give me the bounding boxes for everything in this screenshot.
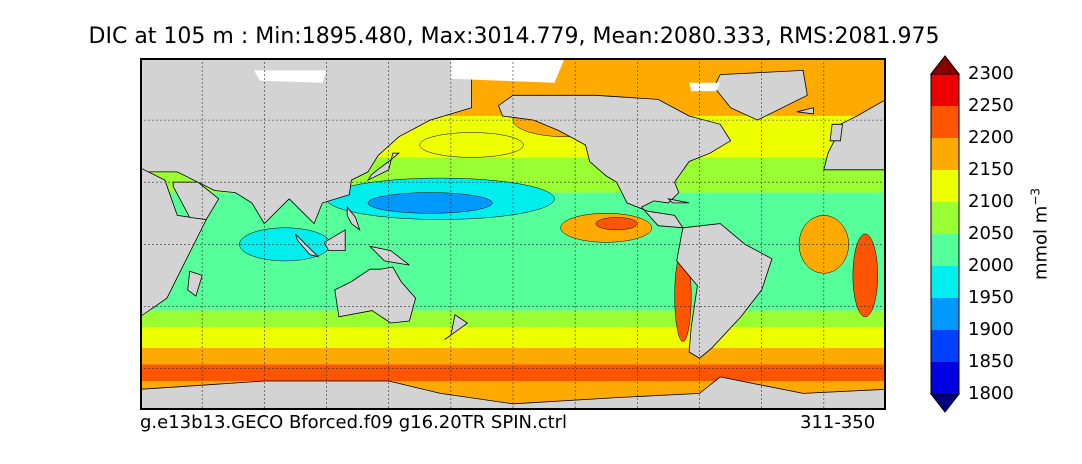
- sea-ice-canadian-archipelago: [689, 82, 721, 92]
- colorbar-bin-2150: [931, 138, 959, 170]
- land-sumatra: [295, 233, 320, 258]
- land-borneo: [323, 229, 346, 252]
- colorbar-extend-min: [929, 393, 961, 413]
- chart-title: DIC at 105 m : Min:1895.480, Max:3014.77…: [88, 24, 940, 49]
- colorbar-bin-1800: [931, 362, 959, 394]
- period-label: 311-350: [800, 412, 876, 433]
- colorbar-tick-label: 2250: [968, 95, 1014, 116]
- colorbar-label-base: mmol m: [1030, 205, 1052, 281]
- colorbar-frame: [930, 73, 960, 395]
- ocean-dic-map: [140, 58, 886, 410]
- land-cuba: [667, 198, 690, 204]
- map-panel: [140, 58, 886, 410]
- colorbar-tick-label: 1950: [968, 287, 1014, 308]
- land-iceland: [796, 107, 814, 115]
- colorbar-bin-1850: [931, 330, 959, 362]
- colorbar-tick-label: 2150: [968, 159, 1014, 180]
- colorbar-bin-2100: [931, 170, 959, 202]
- map-frame: [140, 58, 886, 410]
- pacific-lowest-dic-core: [367, 192, 493, 214]
- land-north-america: [498, 94, 732, 229]
- colorbar-label: mmol m−3: [1029, 188, 1052, 280]
- land-australia: [334, 266, 417, 324]
- colorbar-bin-2000: [931, 234, 959, 266]
- colorbar-bin-2200: [931, 106, 959, 138]
- colorbar-bin-2050: [931, 202, 959, 234]
- colorbar-tick-label: 2000: [968, 255, 1014, 276]
- dic-band-8: [140, 364, 886, 382]
- land-africa: [140, 167, 207, 318]
- colorbar-tick-label: 1800: [968, 383, 1014, 404]
- colorbar-bin-2250: [931, 74, 959, 106]
- land-japan: [366, 152, 401, 182]
- land-new-zealand: [444, 314, 469, 340]
- land-antarctica: [140, 376, 886, 410]
- colorbar-tick-label: 2200: [968, 127, 1014, 148]
- land-madagascar: [187, 270, 203, 297]
- land-new-guinea: [368, 245, 410, 266]
- colorbar-extend-max: [929, 55, 961, 75]
- colorbar-tick-label: 1900: [968, 319, 1014, 340]
- north-pacific-subpolar: [419, 132, 524, 158]
- colorbar-bin-1950: [931, 266, 959, 298]
- sea-ice-arctic-siberia: [254, 70, 327, 83]
- land-philippines: [346, 205, 361, 232]
- benguela-upwelling: [852, 233, 878, 318]
- colorbar-label-exponent: −3: [1028, 187, 1043, 206]
- land-uk: [829, 123, 843, 142]
- colorbar-tick-label: 2300: [968, 63, 1014, 84]
- costa-rica-dome: [595, 217, 638, 231]
- colorbar: [929, 55, 961, 413]
- colorbar-tick-label: 2050: [968, 223, 1014, 244]
- colorbar-tick-label: 2100: [968, 191, 1014, 212]
- colorbar-tick-label: 1850: [968, 351, 1014, 372]
- land-south-america: [676, 223, 773, 359]
- run-label: g.e13b13.GECO Bforced.f09 g16.20TR SPIN.…: [140, 412, 568, 433]
- colorbar-bin-1900: [931, 298, 959, 330]
- sea-ice-arctic-pacific: [450, 58, 565, 83]
